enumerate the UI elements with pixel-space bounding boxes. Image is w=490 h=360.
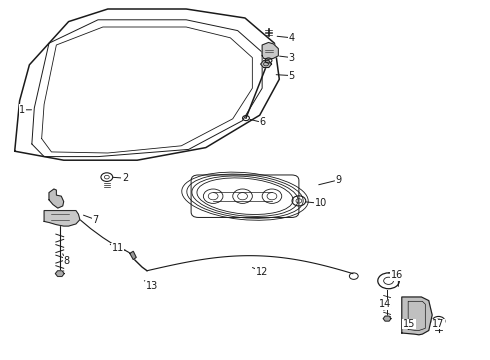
Text: 9: 9	[319, 175, 341, 185]
Text: 17: 17	[432, 319, 445, 329]
Text: 4: 4	[277, 33, 294, 43]
Text: 10: 10	[306, 198, 327, 208]
Text: 3: 3	[280, 53, 294, 63]
Text: 16: 16	[391, 270, 403, 280]
Text: 1: 1	[19, 105, 31, 115]
Polygon shape	[402, 297, 432, 335]
Text: 14: 14	[378, 299, 391, 309]
Text: 7: 7	[83, 215, 98, 225]
Text: 12: 12	[252, 267, 269, 277]
Polygon shape	[55, 271, 64, 276]
Polygon shape	[383, 316, 391, 321]
Text: 13: 13	[145, 281, 158, 291]
Text: 11: 11	[110, 243, 123, 253]
Text: 5: 5	[276, 71, 294, 81]
Polygon shape	[49, 189, 64, 208]
Text: 15: 15	[403, 319, 416, 329]
Text: 8: 8	[63, 254, 69, 266]
Text: 6: 6	[250, 117, 265, 127]
Polygon shape	[44, 211, 80, 226]
Polygon shape	[262, 42, 278, 59]
Polygon shape	[261, 60, 271, 68]
Polygon shape	[130, 251, 136, 260]
Text: 2: 2	[113, 173, 128, 183]
